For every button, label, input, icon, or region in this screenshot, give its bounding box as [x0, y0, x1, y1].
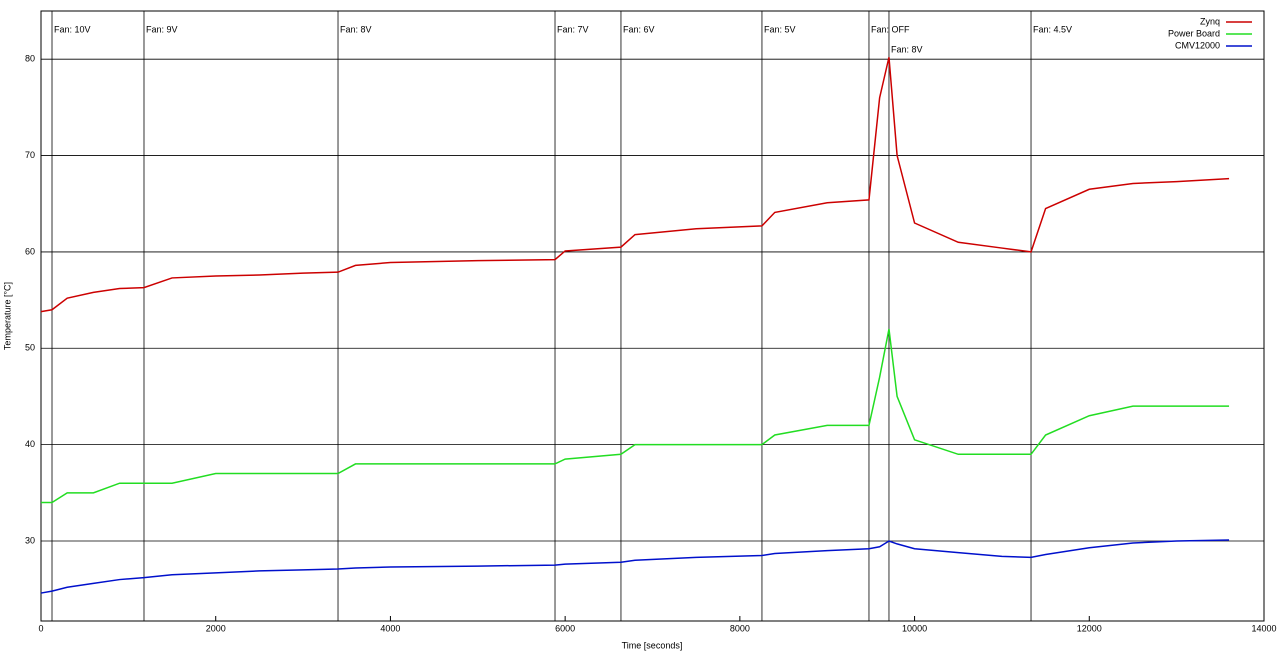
annotation-label: Fan: OFF	[871, 24, 910, 34]
x-axis-label: Time [seconds]	[622, 640, 683, 650]
series-line	[40, 57, 1230, 313]
y-tick-label: 60	[25, 246, 35, 256]
series-line	[41, 328, 1230, 504]
series-line	[40, 539, 1230, 594]
annotation-label: Fan: 8V	[891, 44, 923, 54]
x-tick-label: 6000	[555, 623, 575, 633]
y-tick-label: 80	[25, 54, 35, 64]
annotation-label: Fan: 5V	[764, 24, 796, 34]
y-tick-label: 50	[25, 343, 35, 353]
legend-label: Zynq	[1200, 16, 1220, 26]
legend-label: Power Board	[1168, 28, 1220, 38]
x-tick-label: 2000	[206, 623, 226, 633]
annotation-label: Fan: 9V	[146, 24, 178, 34]
plot-frame	[40, 10, 1265, 622]
legend-label: CMV12000	[1175, 40, 1220, 50]
annotation-label: Fan: 8V	[340, 24, 372, 34]
annotation-label: Fan: 4.5V	[1033, 24, 1072, 34]
y-axis-label: Temperature [°C]	[2, 282, 12, 350]
x-tick-label: 0	[38, 623, 43, 633]
x-tick-label: 4000	[380, 623, 400, 633]
annotation-label: Fan: 10V	[54, 24, 91, 34]
x-tick-label: 10000	[902, 623, 927, 633]
annotation-label: Fan: 7V	[557, 24, 589, 34]
y-tick-label: 70	[25, 150, 35, 160]
annotation-label: Fan: 6V	[623, 24, 655, 34]
x-tick-label: 14000	[1251, 623, 1276, 633]
y-tick-label: 40	[25, 439, 35, 449]
x-tick-label: 8000	[730, 623, 750, 633]
y-tick-label: 30	[25, 535, 35, 545]
x-tick-label: 12000	[1077, 623, 1102, 633]
